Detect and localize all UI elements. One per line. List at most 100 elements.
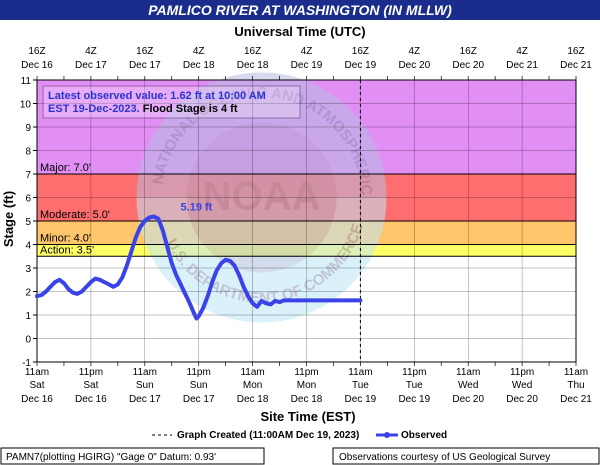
series-0-point [80,289,84,294]
series-0-point [192,312,196,316]
series-0-point [215,268,219,272]
y-tick-label: 7 [25,170,31,181]
series-0-point [309,298,313,303]
bottom-tick-day: Mon [297,380,316,391]
top-tick-date: Dec 19 [291,60,323,71]
top-tick-date: Dec 17 [129,60,161,71]
top-tick-date: Dec 20 [452,60,484,71]
series-0-point [349,298,354,303]
series-0-point [93,276,97,281]
top-tick-label: 16Z [460,46,477,57]
series-0-point [277,300,282,304]
series-0-point [273,299,277,303]
top-tick-date: Dec 16 [21,60,53,71]
series-0-point [264,301,268,305]
series-0-point [75,292,80,296]
series-0-point [183,292,187,296]
footer-left-box [0,447,265,465]
top-tick-label: 16Z [28,46,45,57]
bottom-tick-time: 11pm [510,367,534,378]
series-0-point [304,298,309,303]
bottom-tick-time: 11pm [402,367,426,378]
series-0-point [246,294,250,298]
series-0-point [161,228,165,232]
bottom-tick-date: Dec 18 [291,394,323,405]
bottom-tick-day: Tue [352,380,369,391]
threshold-label-1: Moderate: 5.0' [40,209,110,221]
series-0-point [282,298,286,303]
series-0-point [300,298,304,303]
bottom-tick-date: Dec 17 [129,394,161,405]
series-0-point [174,273,178,277]
bottom-tick-date: Dec 16 [75,394,107,405]
bottom-tick-day: Sat [83,380,98,391]
bottom-tick-day: Sun [136,380,154,391]
series-0-point [125,264,129,268]
bottom-tick-time: 11am [25,367,49,378]
series-0-point [219,261,223,265]
bottom-tick-time: 11am [133,367,157,378]
series-0-point [57,278,62,282]
top-tick-label: 4Z [516,46,528,57]
series-0-point [313,298,318,303]
series-0-point [210,280,214,284]
series-0-point [197,314,201,318]
top-tick-label: 4Z [85,46,97,57]
series-0-point [194,316,199,321]
series-0-point [39,293,44,297]
series-0-point [143,219,147,223]
y-tick-label: 6 [25,194,31,205]
series-0-point [89,280,93,284]
bottom-tick-day: Wed [458,380,478,391]
series-0-point [268,302,273,307]
y-tick-label: 2 [25,288,31,299]
series-0-point [340,298,345,303]
footer-left-text: PAMN7(plotting HGIRG) "Gage 0" Datum: 0.… [6,452,216,463]
chart-title: PAMLICO RIVER AT WASHINGTON (IN MLLW) [148,2,452,18]
top-tick-date: Dec 17 [75,60,107,71]
y-tick-label: 8 [25,147,31,158]
top-tick-label: 16Z [352,46,369,57]
y-tick-label: 5 [25,217,31,228]
bottom-tick-date: Dec 17 [183,394,215,405]
footer-right-box [332,447,600,465]
series-0-point [44,289,48,294]
series-0-point [259,299,264,303]
series-0-point [291,298,295,303]
bottom-tick-date: Dec 21 [560,394,592,405]
bottom-tick-time: 11am [564,367,588,378]
series-0-point [345,298,349,303]
bottom-tick-time: 11am [348,367,372,378]
series-0-point [237,273,241,277]
series-0-point [53,280,57,284]
series-0-point [201,306,205,310]
bottom-tick-time: 11pm [79,367,103,378]
series-0-point [206,294,210,298]
y-tick-label: -1 [22,358,31,369]
series-0-point [156,217,160,221]
series-0-point [111,285,115,289]
series-0-point [134,235,138,240]
y-tick-label: 11 [21,76,32,87]
series-0-point [116,282,120,287]
series-0-point [165,245,169,249]
bottom-tick-time: 11pm [187,367,211,378]
top-tick-date: Dec 20 [398,60,430,71]
series-0-point [228,259,232,263]
series-0-point [170,261,174,265]
title-bar [0,0,600,20]
bottom-tick-date: Dec 19 [345,394,377,405]
bottom-tick-day: Sat [29,380,44,391]
y-axis-title: Stage (ft) [1,191,16,247]
top-tick-label: 16Z [567,46,584,57]
threshold-label-3: Action: 3.5' [40,244,94,256]
bottom-tick-time: 11am [456,367,480,378]
series-0-point [318,298,322,303]
legend-observed-marker [384,432,390,438]
series-0-point [331,298,336,303]
series-0-point [66,287,71,291]
series-0-point [336,298,340,303]
y-tick-label: 10 [20,100,32,111]
series-0-point [35,294,39,298]
y-tick-label: 9 [25,123,31,134]
